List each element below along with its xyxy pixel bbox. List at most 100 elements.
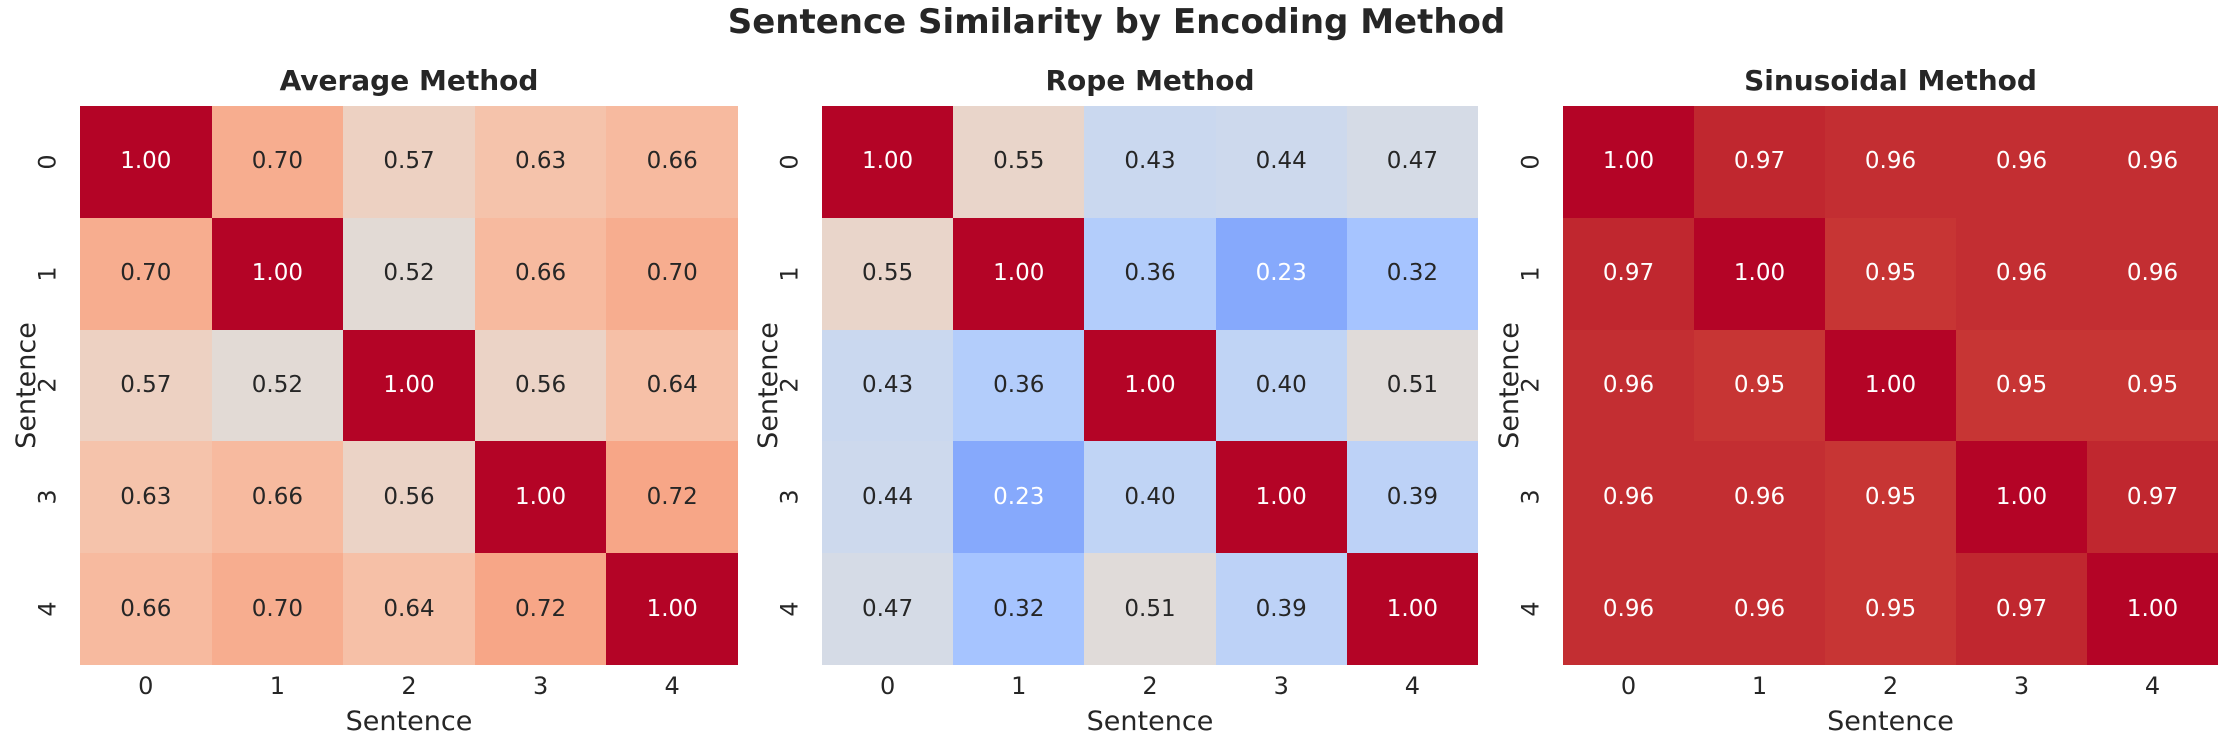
heatmap-cell: 0.66 (474, 217, 607, 330)
heatmap-cell: 0.96 (2087, 106, 2218, 218)
heatmap-cell: 0.64 (606, 329, 738, 442)
subplot-title: Sinusoidal Method (1744, 64, 2037, 97)
heatmap-cell: 0.56 (343, 441, 475, 554)
x-tick-label: 4 (2144, 672, 2161, 700)
heatmap-cell: 0.63 (80, 441, 212, 554)
heatmap-cell: 1.00 (211, 217, 344, 330)
heatmap-cell: 0.96 (1563, 553, 1694, 665)
x-tick-label: 2 (1142, 672, 1158, 700)
heatmap-cell: 0.47 (1346, 106, 1478, 218)
heatmap-cell: 0.44 (822, 441, 954, 554)
x-tick-label: 1 (1011, 672, 1027, 700)
heatmap-cell: 0.72 (606, 441, 738, 554)
heatmap-cell: 0.95 (1825, 553, 1956, 665)
heatmap-cell: 0.97 (1563, 217, 1694, 330)
x-tick-label: 0 (1620, 672, 1637, 700)
y-tick-label: 1 (34, 266, 62, 282)
y-tick-label: 4 (776, 601, 804, 617)
heatmap-cell: 0.97 (1694, 106, 1825, 218)
heatmap-cell: 0.96 (1694, 553, 1825, 665)
x-tick-label: 4 (664, 672, 680, 700)
heatmap-cell: 1.00 (474, 441, 607, 554)
y-tick-label: 4 (34, 601, 62, 617)
y-tick-label: 0 (1517, 154, 1545, 170)
x-axis-ticks: 0 1 2 3 4 (80, 674, 738, 698)
y-tick-label: 0 (776, 154, 804, 170)
heatmap-cell: 0.52 (211, 329, 344, 442)
heatmap-cell: 1.00 (343, 329, 475, 442)
heatmap-cell: 0.96 (1825, 106, 1956, 218)
heatmap-cell: 1.00 (1346, 553, 1478, 665)
y-tick-label: 2 (1517, 377, 1545, 394)
y-tick-label: 2 (34, 377, 62, 394)
heatmap-cell: 1.00 (822, 106, 954, 218)
heatmap-cell: 0.66 (80, 553, 212, 665)
x-tick-label: 0 (879, 672, 896, 700)
heatmap-cell: 1.00 (1215, 441, 1347, 554)
heatmap-cell: 0.66 (606, 106, 738, 218)
heatmap-cell: 0.70 (211, 106, 344, 218)
heatmap-cell: 0.66 (211, 441, 344, 554)
heatmap-cell: 1.00 (606, 553, 738, 665)
heatmap-cell: 0.72 (474, 553, 607, 665)
y-axis-ticks: 0 1 2 3 4 (28, 106, 68, 665)
heatmap-cell: 0.56 (474, 329, 607, 442)
heatmap-cell: 0.70 (80, 217, 212, 330)
heatmap-cell: 0.23 (953, 441, 1085, 554)
x-tick-label: 2 (401, 672, 417, 700)
heatmap-cell: 0.36 (953, 329, 1085, 442)
heatmap-cell: 0.97 (1956, 553, 2087, 665)
heatmap-cell: 0.44 (1215, 106, 1347, 218)
x-tick-label: 1 (1751, 672, 1768, 700)
heatmap-cell: 1.00 (1956, 441, 2087, 554)
x-tick-label: 3 (2013, 672, 2030, 700)
y-tick-label: 3 (1517, 489, 1545, 505)
heatmap-cell: 0.57 (343, 106, 475, 218)
heatmap-grid: 1.00 0.55 0.43 0.44 0.47 0.55 1.00 0.36 0.23 0.32… (822, 106, 1478, 665)
heatmap-cell: 0.40 (1215, 329, 1347, 442)
heatmap-cell: 0.96 (1563, 441, 1694, 554)
heatmap-cell: 1.00 (1563, 106, 1694, 218)
heatmap-cell: 0.43 (1084, 106, 1216, 218)
y-axis-ticks: 0 1 2 3 4 (770, 106, 810, 665)
heatmap-cell: 0.70 (606, 217, 738, 330)
heatmap-grid: 1.00 0.70 0.57 0.63 0.66 0.70 1.00 0.52 0.66 0.70… (80, 106, 738, 665)
heatmap-cell: 0.95 (1825, 441, 1956, 554)
heatmap-cell: 0.95 (1956, 329, 2087, 442)
x-axis-label: Sentence (1086, 706, 1214, 737)
x-tick-label: 1 (269, 672, 286, 700)
x-axis-label: Sentence (1827, 706, 1954, 737)
heatmap-cell: 0.55 (822, 217, 954, 330)
x-tick-label: 3 (532, 672, 549, 700)
heatmap-cell: 0.95 (1825, 217, 1956, 330)
heatmap-cell: 1.00 (2087, 553, 2218, 665)
heatmap-cell: 0.32 (953, 553, 1085, 665)
heatmap-cell: 0.95 (1694, 329, 1825, 442)
heatmap-cell: 0.40 (1084, 441, 1216, 554)
x-axis-label: Sentence (345, 706, 473, 737)
heatmap-cell: 0.63 (474, 106, 607, 218)
y-tick-label: 0 (34, 154, 62, 170)
heatmap-cell: 0.96 (1956, 106, 2087, 218)
heatmap-cell: 1.00 (1084, 329, 1216, 442)
x-tick-label: 4 (1404, 672, 1421, 700)
y-tick-label: 2 (776, 377, 804, 394)
x-axis-ticks: 0 1 2 3 4 (822, 674, 1478, 698)
heatmap-cell: 0.51 (1346, 329, 1478, 442)
subplot-title: Average Method (279, 64, 539, 97)
heatmap-cell: 0.70 (211, 553, 344, 665)
heatmap-cell: 0.52 (343, 217, 475, 330)
heatmap-cell: 0.96 (2087, 217, 2218, 330)
heatmap-cell: 0.47 (822, 553, 954, 665)
heatmap-cell: 0.39 (1346, 441, 1478, 554)
heatmap-cell: 0.96 (1956, 217, 2087, 330)
heatmap-cell: 0.95 (2087, 329, 2218, 442)
heatmap-cell: 1.00 (1694, 217, 1825, 330)
heatmap-cell: 0.39 (1215, 553, 1347, 665)
heatmap-cell: 1.00 (953, 217, 1085, 330)
heatmap-grid: 1.00 0.97 0.96 0.96 0.96 0.97 1.00 0.95 0.96 0.96… (1563, 106, 2218, 665)
x-tick-label: 3 (1273, 672, 1289, 700)
